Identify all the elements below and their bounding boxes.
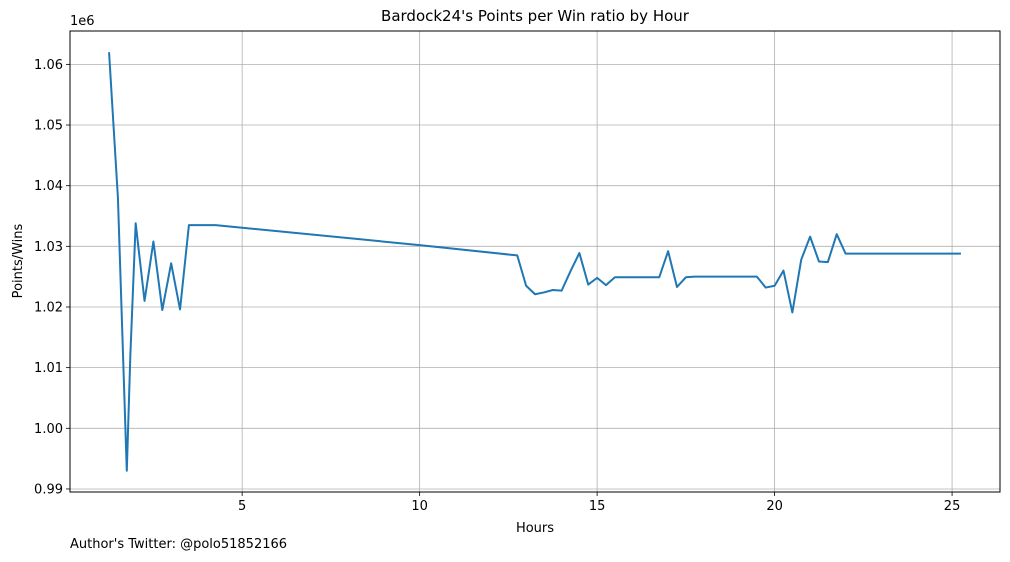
x-tick-label: 10 [411, 499, 428, 514]
grid-lines [70, 31, 1000, 492]
y-tick-label: 1.05 [34, 119, 63, 134]
y-tick-label: 1.01 [34, 361, 63, 376]
y-tick-label: 1.02 [34, 300, 63, 315]
x-axis-label: Hours [516, 521, 554, 536]
author-twitter-note: Author's Twitter: @polo51852166 [70, 537, 288, 552]
y-tick-label: 1.00 [34, 422, 63, 437]
x-tick-label: 5 [238, 499, 246, 514]
series-line [108, 52, 961, 472]
y-offset-label: 1e6 [70, 14, 95, 29]
chart-title: Bardock24's Points per Win ratio by Hour [381, 7, 690, 25]
y-tick-label: 1.03 [34, 240, 63, 255]
x-tick-label: 15 [589, 499, 606, 514]
y-tick-label: 1.06 [34, 58, 63, 73]
axis-ticks: 5 10 15 20 25 0.99 1.00 1.01 1.02 1.03 1.04 1.05 1.0… [34, 58, 960, 514]
plot-frame [69, 30, 1001, 493]
y-axis-label: Points/Wins [11, 223, 26, 298]
x-tick-label: 20 [766, 499, 783, 514]
y-tick-label: 0.99 [34, 482, 63, 497]
series-layer [108, 52, 961, 472]
y-tick-label: 1.04 [34, 179, 63, 194]
x-tick-label: 25 [944, 499, 961, 514]
